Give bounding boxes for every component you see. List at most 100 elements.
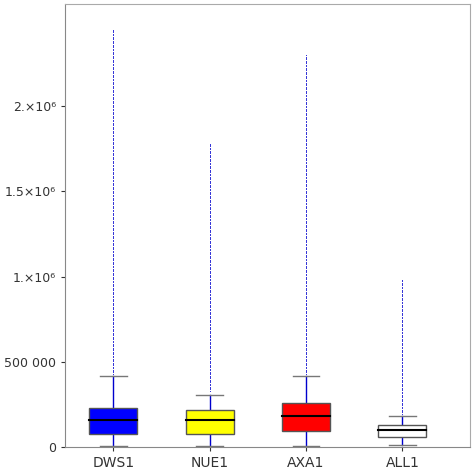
- Point: [302, 151, 310, 159]
- Point: [206, 353, 213, 360]
- Point: [302, 285, 310, 292]
- Point: [302, 168, 310, 175]
- Point: [109, 293, 117, 301]
- Point: [109, 116, 117, 124]
- Point: [302, 263, 310, 271]
- Point: [109, 137, 117, 144]
- Point: [302, 323, 310, 331]
- Point: [399, 401, 406, 409]
- Point: [302, 328, 310, 335]
- Point: [109, 115, 117, 122]
- Point: [302, 166, 310, 174]
- Point: [302, 113, 310, 120]
- Point: [206, 214, 213, 221]
- Point: [206, 216, 213, 224]
- Point: [109, 228, 117, 236]
- Point: [399, 383, 406, 390]
- Point: [302, 258, 310, 265]
- Point: [399, 403, 406, 410]
- Point: [206, 369, 213, 377]
- Point: [302, 179, 310, 186]
- Point: [109, 44, 117, 51]
- Point: [206, 382, 213, 389]
- Point: [399, 396, 406, 404]
- Point: [302, 331, 310, 339]
- Point: [399, 279, 406, 286]
- Point: [109, 209, 117, 216]
- Point: [399, 276, 406, 284]
- Point: [399, 286, 406, 293]
- Point: [206, 238, 213, 246]
- Point: [302, 367, 310, 374]
- Point: [109, 332, 117, 339]
- Point: [302, 354, 310, 361]
- Point: [109, 78, 117, 85]
- Point: [109, 179, 117, 186]
- Point: [302, 219, 310, 227]
- Point: [109, 227, 117, 234]
- Point: [302, 283, 310, 290]
- Point: [302, 359, 310, 366]
- Point: [399, 310, 406, 318]
- Point: [109, 352, 117, 360]
- Point: [206, 253, 213, 261]
- Point: [109, 201, 117, 208]
- Point: [399, 289, 406, 296]
- Point: [109, 152, 117, 159]
- Point: [109, 367, 117, 374]
- Point: [206, 321, 213, 329]
- Point: [109, 131, 117, 138]
- Point: [109, 292, 117, 300]
- Point: [206, 308, 213, 315]
- Point: [302, 58, 310, 66]
- Point: [206, 237, 213, 245]
- Point: [302, 127, 310, 134]
- Point: [109, 348, 117, 356]
- Point: [206, 329, 213, 337]
- Point: [302, 110, 310, 118]
- Point: [302, 192, 310, 200]
- Point: [302, 153, 310, 160]
- Point: [399, 320, 406, 328]
- Point: [109, 344, 117, 351]
- Point: [302, 315, 310, 323]
- Point: [302, 360, 310, 368]
- Point: [302, 184, 310, 191]
- Point: [109, 28, 117, 36]
- Point: [206, 320, 213, 328]
- Point: [302, 252, 310, 260]
- Point: [302, 187, 310, 194]
- Point: [206, 319, 213, 326]
- Point: [206, 327, 213, 335]
- Point: [109, 45, 117, 53]
- Point: [399, 337, 406, 345]
- Point: [302, 98, 310, 106]
- Point: [399, 316, 406, 323]
- Point: [109, 177, 117, 185]
- Point: [109, 31, 117, 39]
- Point: [206, 156, 213, 164]
- Point: [302, 161, 310, 168]
- Point: [302, 55, 310, 63]
- Point: [302, 204, 310, 212]
- Point: [206, 281, 213, 288]
- Point: [109, 277, 117, 284]
- Point: [302, 66, 310, 74]
- Point: [302, 63, 310, 70]
- Point: [399, 377, 406, 385]
- Point: [302, 122, 310, 130]
- Point: [109, 362, 117, 369]
- Point: [206, 225, 213, 232]
- Point: [109, 176, 117, 183]
- Point: [109, 34, 117, 42]
- Point: [399, 283, 406, 291]
- Point: [109, 322, 117, 329]
- Point: [399, 351, 406, 359]
- Point: [302, 366, 310, 374]
- Point: [302, 273, 310, 281]
- Point: [206, 313, 213, 321]
- Point: [302, 136, 310, 144]
- Point: [109, 184, 117, 192]
- Point: [302, 128, 310, 136]
- Point: [109, 183, 117, 191]
